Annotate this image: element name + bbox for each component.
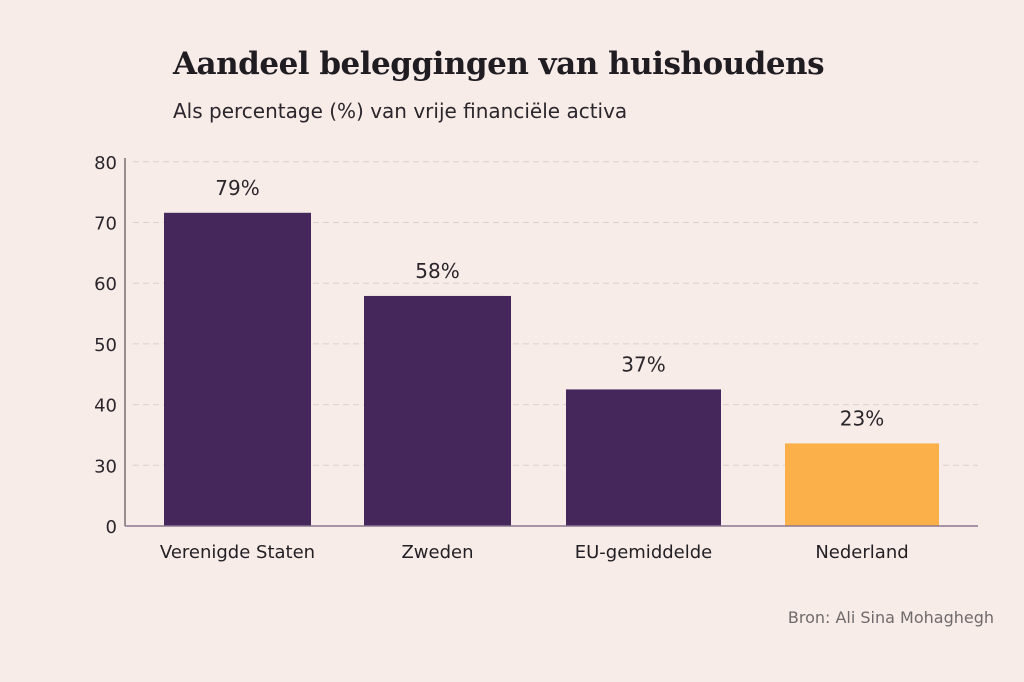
category-label: Nederland [815,542,908,563]
category-label: Zweden [401,542,473,563]
y-tick-label: 60 [94,274,117,295]
source-note: Bron: Ali Sina Mohaghegh [787,608,994,627]
chart-title: Aandeel beleggingen van huishoudens [173,46,825,82]
y-tick-label: 70 [94,214,117,235]
bar-eu-gemiddelde [566,389,721,526]
value-label: 58% [415,259,459,283]
y-tick-label: 50 [94,335,117,356]
y-tick-label: 30 [94,456,117,477]
value-label: 23% [840,406,884,430]
chart-subtitle: Als percentage (%) van vrije financiële … [173,99,628,123]
value-label: 79% [215,176,259,200]
y-tick-label: 80 [94,153,117,174]
y-tick-label: 0 [106,517,117,538]
category-label: EU-gemiddelde [575,542,713,563]
value-label: 37% [621,352,665,376]
bar-verenigde-staten [164,212,311,526]
category-label: Verenigde Staten [160,542,315,563]
bar-nederland [785,443,939,526]
bar-zweden [364,295,511,526]
y-tick-label: 40 [94,396,117,417]
